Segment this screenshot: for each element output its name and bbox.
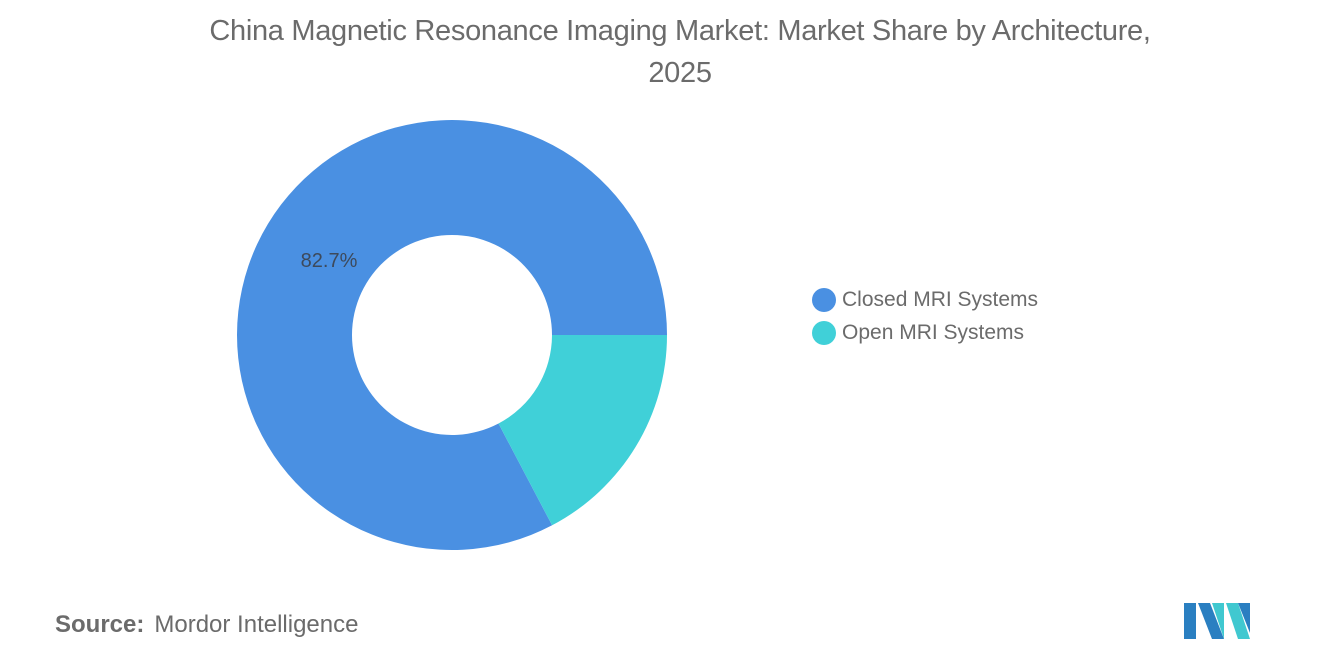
slice-open-mri[interactable]	[498, 335, 668, 526]
legend-swatch-open-icon	[812, 320, 836, 345]
chart-title-line2: 2025	[648, 57, 712, 89]
source-key: Source:	[55, 611, 145, 638]
source-value: Mordor Intelligence	[154, 611, 359, 638]
chart-title-line1: China Magnetic Resonance Imaging Market:…	[209, 15, 1151, 47]
legend-item-open[interactable]: Open MRI Systems	[812, 316, 1038, 349]
chart-title: China Magnetic Resonance Imaging Market:…	[0, 10, 1320, 94]
slice-closed-mri[interactable]	[237, 120, 668, 551]
data-label-closed: 82.7%	[301, 250, 358, 272]
source-note: Source: Mordor Intelligence	[55, 611, 358, 639]
mordor-intelligence-logo-icon	[1184, 603, 1250, 639]
legend: Closed MRI Systems Open MRI Systems	[812, 283, 1038, 349]
legend-label: Closed MRI Systems	[842, 287, 1039, 311]
legend-label: Open MRI Systems	[842, 320, 1025, 344]
legend-swatch-closed-icon	[812, 287, 836, 312]
legend-item-closed[interactable]: Closed MRI Systems	[812, 283, 1038, 316]
